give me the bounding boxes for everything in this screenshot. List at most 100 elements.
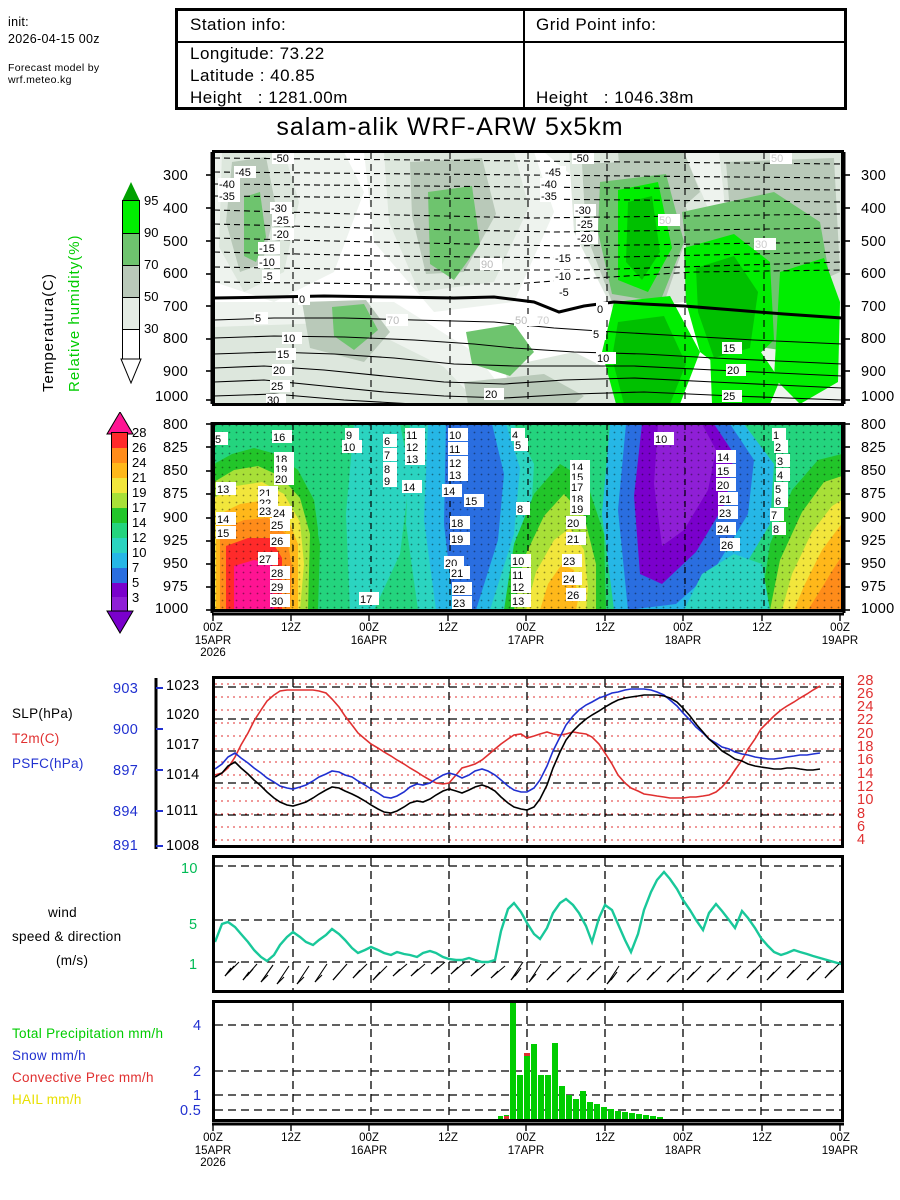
t2m-tick-26: 26 [857,686,874,702]
svg-text:0: 0 [299,294,305,306]
ws-band-5 [112,583,127,597]
temp-rh-plot: -50 -45 -40 -35 -30 -25 -20 -15 -10 -5 -… [214,152,842,404]
time-label-mid-1: 12Z [281,622,301,634]
svg-text:15: 15 [277,349,289,361]
ws-label-24: 24 [132,455,147,470]
p1-ytick-600-left: 600 [163,266,189,282]
p1-ytick-900-left: 900 [163,364,189,380]
svg-text:24: 24 [273,508,285,520]
p2-ytick-975-right: 975 [861,579,887,595]
svg-text:25: 25 [271,520,283,532]
svg-text:26: 26 [567,590,579,602]
svg-text:25: 25 [723,391,735,403]
time-label-bot-8: 00Z 19APR [821,1132,859,1157]
svg-text:10: 10 [597,353,609,365]
station-longitude: Longitude: 73.22 [190,44,325,63]
t2m-tick-24: 24 [857,699,874,715]
page-title: salam-alik WRF-ARW 5x5km [276,113,624,141]
slp-tick-1008: 1008 [166,838,200,854]
wind-label-line1: wind [48,905,77,920]
svg-text:15: 15 [723,343,735,355]
p2-ytick-1000-left: 1000 [155,601,189,617]
svg-text:23: 23 [719,508,731,520]
svg-text:7: 7 [384,450,390,462]
precip-bars [498,1003,663,1119]
ws-label-26: 26 [132,440,147,455]
p2-ytick-850-right: 850 [861,463,887,479]
wind-barbs [224,961,840,985]
svg-text:15: 15 [217,528,229,540]
svg-text:13: 13 [512,596,524,608]
psfc-tick-900: 900 [113,722,139,738]
p1-ytick-800-right: 800 [861,331,887,347]
p1-ytick-400-right: 400 [861,201,887,217]
svg-text:-25: -25 [273,215,289,227]
slp-tick-1023: 1023 [166,678,200,694]
slp-tick-1014: 1014 [166,767,200,783]
time-label-mid-3: 12Z [438,622,458,634]
time-label-bot-5: 12Z [595,1132,615,1144]
svg-text:-50: -50 [573,153,589,165]
time-label-mid-8: 00Z 19APR [821,622,859,647]
station-height: Height : 1281.00m [190,88,348,107]
ws-band-10 [112,553,127,568]
wind-label-line3: (m/s) [56,953,89,968]
svg-text:-10: -10 [259,257,275,269]
svg-text:20: 20 [727,365,739,377]
svg-text:-5: -5 [559,287,569,299]
p2-ytick-825-right: 825 [861,440,887,456]
p2-ytick-800-left: 800 [163,417,189,433]
time-label-bot-1: 12Z [281,1132,301,1144]
p1-ytick-300-right: 300 [861,168,887,184]
rh-band-90 [123,233,139,265]
wind-speed-plot [215,858,841,990]
series-wind-speed [215,870,841,966]
svg-text:26: 26 [271,536,283,548]
svg-text:2: 2 [775,442,781,454]
svg-text:8: 8 [384,464,390,476]
ws-label-7: 7 [132,560,140,575]
rh-label-50: 50 [144,289,159,304]
svg-text:11: 11 [512,570,523,582]
svg-text:20: 20 [717,480,729,492]
init-block: init: 2026-04-15 00z Forecast model by w… [8,14,173,86]
time-label-mid-6: 00Z 18APR [664,622,702,647]
svg-text:22: 22 [453,584,465,596]
ws-label-28: 28 [132,425,147,440]
p1-ytick-400-left: 400 [163,201,189,217]
svg-text:6: 6 [775,496,781,508]
p2-ytick-950-right: 950 [861,556,887,572]
p2-ytick-950-left: 950 [163,556,189,572]
svg-text:5: 5 [255,313,261,325]
ws-label-19: 19 [132,485,147,500]
rh-band-95 [123,201,139,233]
p1-ytick-600-right: 600 [861,266,887,282]
svg-text:-40: -40 [219,179,235,191]
p1-ytick-900-right: 900 [861,364,887,380]
info-box-divider [523,11,525,107]
legend-convective: Convective Prec mm/h [12,1070,154,1085]
svg-text:50: 50 [771,153,783,165]
time-label-mid-7: 12Z [752,622,772,634]
psfc-tick-894: 894 [113,804,139,820]
svg-text:-20: -20 [577,233,593,245]
precip-tick-4: 4 [193,1018,202,1034]
rh-band-30 [123,329,139,359]
svg-text:20: 20 [275,474,287,486]
rh-colorbar-bottom-arrow [120,358,142,384]
svg-text:-20: -20 [273,229,289,241]
svg-text:10: 10 [343,442,355,454]
ws-band-17 [112,508,127,523]
svg-text:4: 4 [777,470,783,482]
time-axis-rule-bottom [212,1122,844,1131]
info-box: Station info: Grid Point info: Longitude… [175,8,847,110]
p2-ytick-850-left: 850 [163,463,189,479]
svg-text:25: 25 [271,381,283,393]
svg-text:5: 5 [775,484,781,496]
p1-ytick-500-right: 500 [861,234,887,250]
grid-point-info-title: Grid Point info: [536,15,657,34]
svg-text:-35: -35 [541,191,557,203]
series-slp [215,694,821,814]
p1-right-axis [842,152,850,404]
p2-ytick-925-left: 925 [163,533,189,549]
